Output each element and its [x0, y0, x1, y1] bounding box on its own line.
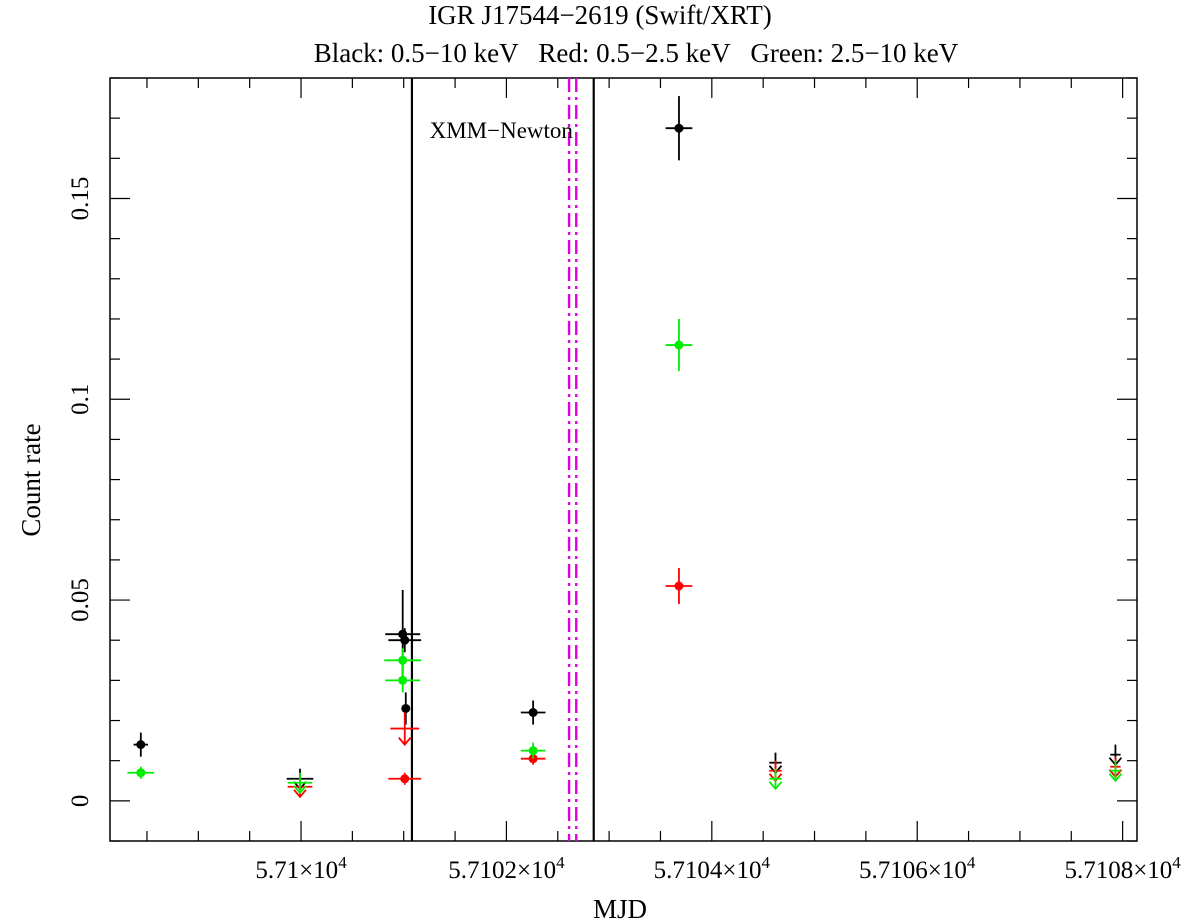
series-2-5-10-keV — [127, 318, 1123, 795]
point-marker — [398, 675, 408, 685]
upper-limit-point — [287, 772, 313, 795]
chart-title: IGR J17544−2619 (Swift/XRT) — [428, 0, 772, 30]
y-tick-label: 0.15 — [67, 177, 94, 221]
y-tick-label: 0.1 — [67, 384, 94, 415]
point-marker — [136, 740, 146, 750]
point-marker — [400, 774, 410, 784]
point-marker — [528, 707, 538, 717]
point-marker — [674, 581, 684, 591]
data-point — [388, 772, 422, 785]
upper-limit-point — [1108, 760, 1123, 783]
data-point — [520, 700, 546, 725]
data-point — [127, 766, 155, 779]
data-point — [388, 628, 422, 653]
data-point — [133, 732, 148, 757]
upper-limit-arrow — [398, 737, 412, 747]
data-point — [665, 567, 693, 605]
upper-limit-arrow — [293, 785, 307, 795]
y-axis-label: Count rate — [16, 423, 46, 536]
point-marker — [398, 655, 408, 665]
plot-frame — [109, 77, 1138, 842]
point-marker — [674, 340, 684, 350]
xmm-newton-annotation: XMM−Newton — [430, 118, 574, 143]
upper-limit-arrow — [293, 789, 307, 799]
series-0-5-10-keV — [133, 96, 1123, 791]
upper-limit-arrow — [1108, 773, 1123, 783]
plot-area: 5.71×104 5.7102×104 5.7104×104 5.7106×104 5.… — [67, 77, 1181, 884]
upper-limit-point — [768, 768, 783, 791]
point-marker — [136, 768, 146, 778]
x-tick-label: 5.7108×104 — [1064, 853, 1181, 884]
data-point — [665, 318, 693, 372]
data-point — [520, 742, 546, 759]
x-tick-label: 5.7102×104 — [448, 853, 565, 884]
upper-limit-arrow — [768, 781, 783, 791]
data-point — [665, 96, 693, 161]
point-marker — [528, 746, 538, 756]
point-marker — [401, 703, 411, 713]
x-axis-label: MJD — [593, 894, 647, 921]
data-point — [384, 648, 422, 673]
x-tick-label: 5.7104×104 — [654, 853, 771, 884]
y-tick-label: 0 — [67, 795, 94, 808]
data-point — [401, 692, 411, 725]
chart-subtitle: Black: 0.5−10 keV Red: 0.5−2.5 keV Green… — [314, 38, 959, 68]
point-marker — [674, 123, 684, 133]
x-tick-label: 5.7106×104 — [859, 853, 976, 884]
point-marker — [400, 635, 410, 645]
data-point — [385, 668, 421, 693]
upper-limit-point — [390, 712, 420, 747]
x-tick-label: 5.71×104 — [255, 853, 347, 884]
y-tick-label: 0.05 — [67, 578, 94, 622]
